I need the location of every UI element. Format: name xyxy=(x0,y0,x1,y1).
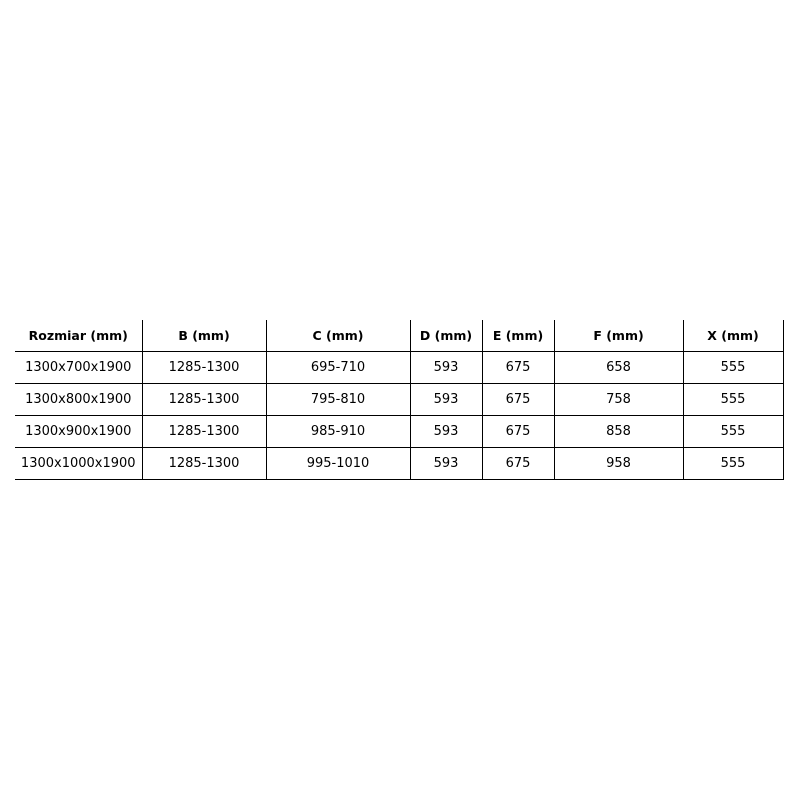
table-cell: 593 xyxy=(409,415,482,448)
table-cell: 675 xyxy=(481,383,554,416)
table-cell: 555 xyxy=(682,383,784,416)
table-cell: 675 xyxy=(481,351,554,384)
header-x: X (mm) xyxy=(682,320,784,352)
table-cell: 1300x1000x1900 xyxy=(15,447,142,480)
table-cell: 593 xyxy=(409,383,482,416)
table-cell: 593 xyxy=(409,447,482,480)
table-cell: 555 xyxy=(682,351,784,384)
table-cell: 695-710 xyxy=(265,351,410,384)
header-row: Rozmiar (mm) B (mm) C (mm) D (mm) E (mm)… xyxy=(15,320,784,352)
table-cell: 555 xyxy=(682,415,784,448)
table-cell: 1300x700x1900 xyxy=(15,351,142,384)
table-cell: 795-810 xyxy=(265,383,410,416)
table-cell: 658 xyxy=(553,351,683,384)
table-cell: 1300x900x1900 xyxy=(15,415,142,448)
table-cell: 758 xyxy=(553,383,683,416)
header-e: E (mm) xyxy=(481,320,554,352)
table-cell: 995-1010 xyxy=(265,447,410,480)
table-cell: 593 xyxy=(409,351,482,384)
header-d: D (mm) xyxy=(409,320,482,352)
table-cell: 1285-1300 xyxy=(141,351,266,384)
header-rozmiar: Rozmiar (mm) xyxy=(15,320,142,352)
table-row: 1300x1000x1900 1285-1300 995-1010 593 675 958… xyxy=(15,447,784,480)
table-cell: 858 xyxy=(553,415,683,448)
header-c: C (mm) xyxy=(265,320,410,352)
table-cell: 1300x800x1900 xyxy=(15,383,142,416)
table-cell: 958 xyxy=(553,447,683,480)
dimensions-table: Rozmiar (mm) B (mm) C (mm) D (mm) E (mm)… xyxy=(15,320,784,480)
table-row: 1300x700x1900 1285-1300 695-710 593 675 658 55… xyxy=(15,351,784,384)
table-cell: 555 xyxy=(682,447,784,480)
table-cell: 985-910 xyxy=(265,415,410,448)
header-b: B (mm) xyxy=(141,320,266,352)
header-f: F (mm) xyxy=(553,320,683,352)
table-cell: 675 xyxy=(481,415,554,448)
table-row: 1300x900x1900 1285-1300 985-910 593 675 858 55… xyxy=(15,415,784,448)
table-cell: 1285-1300 xyxy=(141,447,266,480)
table-cell: 1285-1300 xyxy=(141,415,266,448)
table-cell: 675 xyxy=(481,447,554,480)
table-row: 1300x800x1900 1285-1300 795-810 593 675 758 55… xyxy=(15,383,784,416)
table-cell: 1285-1300 xyxy=(141,383,266,416)
